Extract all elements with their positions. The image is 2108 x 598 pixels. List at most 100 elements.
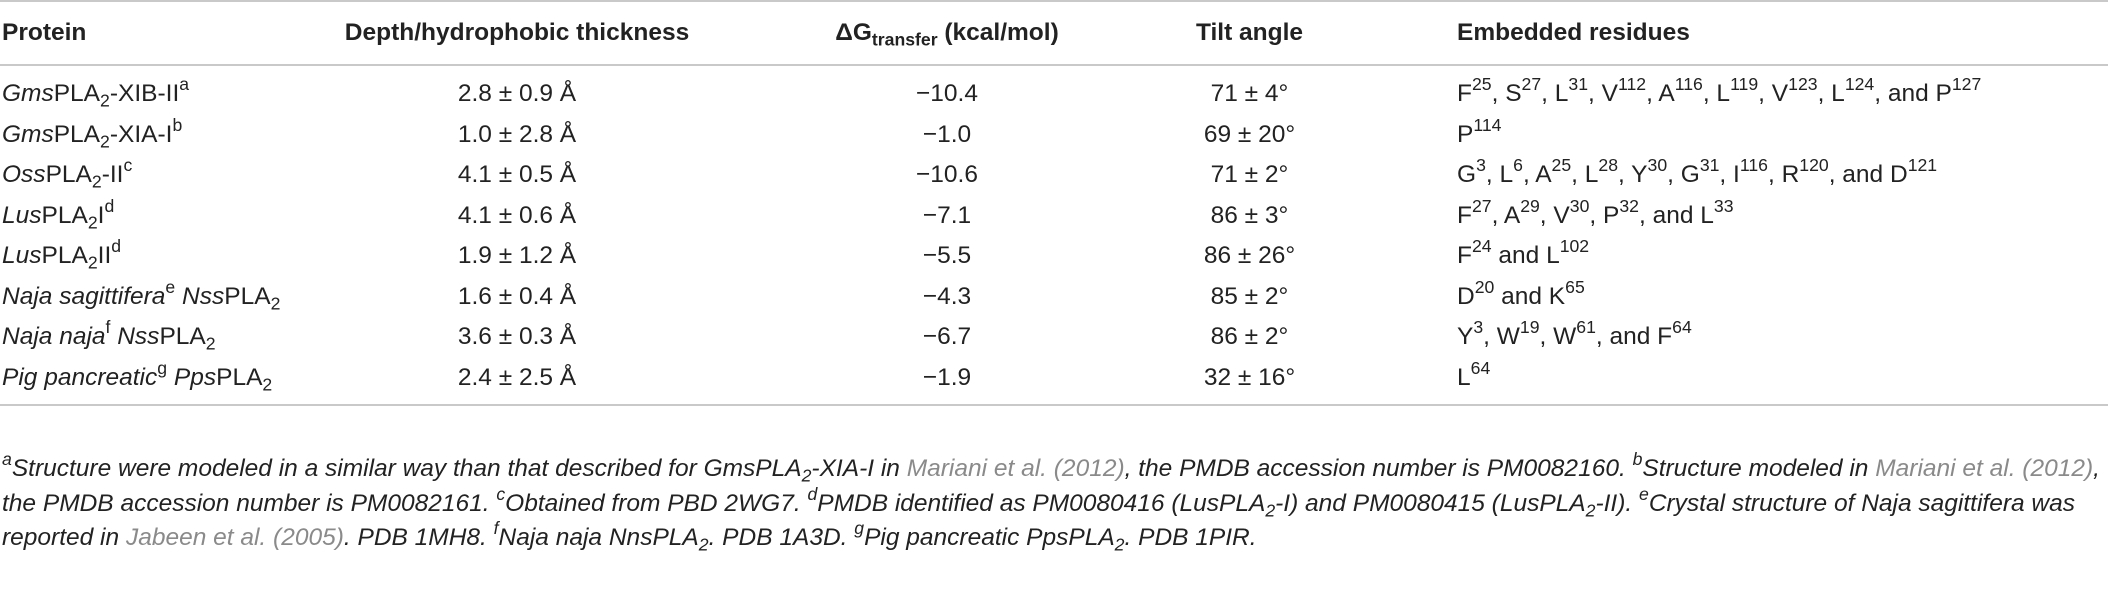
superscript: a bbox=[2, 449, 12, 470]
cell-tilt: 86 ± 3° bbox=[1210, 201, 1289, 229]
superscript: b bbox=[172, 114, 183, 135]
text-segment: , P bbox=[1589, 201, 1620, 229]
cell-depth: 1.0 ± 2.8 Å bbox=[457, 120, 577, 148]
text-segment: and L bbox=[1491, 242, 1560, 270]
subscript: 2 bbox=[87, 252, 98, 273]
table-body: GmsPLA2-XIB-IIa 2.8 ± 0.9 Å −10.4 71 ± 4° F2… bbox=[0, 65, 2108, 406]
cell-protein: Pig pancreaticg PpsPLA2 bbox=[0, 357, 302, 406]
text-segment: Pig pancreatic PpsPLA bbox=[864, 524, 1115, 551]
superscript: 25 bbox=[1551, 155, 1572, 176]
header-tilt: Tilt angle bbox=[1162, 0, 1337, 66]
text-segment: D bbox=[1457, 282, 1475, 310]
header-protein: Protein bbox=[0, 0, 302, 66]
cell-depth: 1.9 ± 1.2 Å bbox=[457, 242, 577, 270]
cell-protein: Naja najaf NssPLA2 bbox=[0, 317, 302, 358]
text-segment: PLA bbox=[224, 282, 271, 310]
header-delta-g-subscript: transfer bbox=[871, 29, 938, 50]
text-segment: G bbox=[1457, 161, 1477, 189]
text-segment: Obtained from PBD 2WG7. bbox=[505, 489, 808, 517]
text-segment: PLA bbox=[41, 201, 88, 229]
text-segment: , V bbox=[1758, 80, 1789, 108]
superscript: g bbox=[854, 518, 865, 539]
cell-residues: D20 and K65 bbox=[1337, 277, 2108, 318]
cell-delta-g: −5.5 bbox=[922, 242, 972, 270]
text-segment: P bbox=[1457, 120, 1474, 148]
text-segment: F bbox=[1457, 201, 1472, 229]
text-segment: , and D bbox=[1828, 161, 1908, 189]
text-segment: PLA bbox=[53, 120, 101, 148]
superscript: 31 bbox=[1699, 155, 1720, 176]
text-segment: . PDB 1MH8. bbox=[343, 524, 494, 551]
text-segment: , L bbox=[1571, 161, 1599, 189]
header-delta-g-unit: (kcal/mol) bbox=[937, 19, 1059, 46]
table-row: LusPLA2IId 1.9 ± 1.2 Å −5.5 86 ± 26° F24 and… bbox=[0, 236, 2108, 277]
text-segment: Lus bbox=[2, 201, 42, 229]
cell-residues: F25, S27, L31, V112, A116, L119, V123, L… bbox=[1337, 65, 2108, 115]
text-segment: -II). bbox=[1595, 489, 1640, 517]
superscript: 31 bbox=[1568, 74, 1589, 95]
text-segment: , the PMDB accession number is PM0082161… bbox=[2, 455, 2100, 517]
text-segment: , Y bbox=[1618, 161, 1648, 189]
text-segment: PLA bbox=[159, 323, 206, 351]
header-row: Protein Depth/hydrophobic thickness ΔGtr… bbox=[0, 0, 2108, 66]
cell-protein: LusPLA2Id bbox=[0, 196, 302, 237]
table-row: GmsPLA2-XIB-IIa 2.8 ± 0.9 Å −10.4 71 ± 4° F2… bbox=[0, 65, 2108, 115]
text-segment: L bbox=[1457, 363, 1471, 391]
superscript: 119 bbox=[1730, 74, 1759, 95]
superscript: 116 bbox=[1674, 74, 1703, 95]
table-row: Pig pancreaticg PpsPLA2 2.4 ± 2.5 Å −1.9 32… bbox=[0, 357, 2108, 406]
text-segment: , A bbox=[1522, 161, 1552, 189]
subscript: 2 bbox=[270, 293, 281, 314]
subscript: 2 bbox=[1265, 499, 1276, 520]
text-segment: PMDB identified as PM0080416 (LusPLA bbox=[817, 489, 1266, 517]
cell-residues: Y3, W19, W61, and F64 bbox=[1337, 317, 2108, 358]
header-residues: Embedded residues bbox=[1337, 0, 2108, 66]
text-segment: , S bbox=[1491, 80, 1522, 108]
subscript: 2 bbox=[100, 131, 110, 152]
superscript: 27 bbox=[1471, 195, 1492, 216]
superscript: 64 bbox=[1470, 357, 1491, 378]
superscript: f bbox=[493, 518, 499, 539]
superscript: 124 bbox=[1844, 74, 1875, 95]
cell-protein: GmsPLA2-XIA-Ib bbox=[0, 115, 302, 156]
cell-tilt: 71 ± 2° bbox=[1210, 161, 1289, 189]
text-segment: , the PMDB accession number is PM0082160… bbox=[1124, 455, 1633, 482]
superscript: 27 bbox=[1521, 74, 1542, 95]
superscript: 102 bbox=[1559, 236, 1590, 257]
cell-tilt: 32 ± 16° bbox=[1162, 357, 1337, 406]
superscript: b bbox=[1632, 449, 1643, 470]
cell-residues: F27, A29, V30, P32, and L33 bbox=[1337, 196, 2108, 237]
cell-protein: LusPLA2IId bbox=[0, 236, 302, 277]
header-delta-g: ΔGtransfer (kcal/mol) bbox=[732, 0, 1162, 66]
text-segment: , L bbox=[1485, 161, 1514, 189]
text-segment: -XIA-I bbox=[109, 120, 173, 148]
table-row: GmsPLA2-XIA-Ib 1.0 ± 2.8 Å −1.0 69 ± 20° P11… bbox=[0, 115, 2108, 156]
table-footnotes: aStructure were modeled in a similar way… bbox=[2, 449, 2102, 556]
text-segment: , A bbox=[1646, 80, 1675, 108]
superscript: 24 bbox=[1471, 236, 1492, 257]
subscript: 2 bbox=[262, 374, 273, 395]
superscript: d bbox=[807, 483, 818, 504]
text-segment bbox=[167, 364, 174, 391]
text-segment: . PDB 1A3D. bbox=[708, 524, 855, 551]
cell-delta-g: −10.6 bbox=[916, 161, 978, 189]
subscript: 2 bbox=[1585, 499, 1596, 520]
subscript: 2 bbox=[205, 333, 216, 354]
text-segment: -XIB-II bbox=[109, 80, 180, 108]
cell-depth: 1.6 ± 0.4 Å bbox=[457, 282, 577, 310]
text-segment: Structure were modeled in a similar way … bbox=[11, 455, 802, 482]
text-segment: F bbox=[1457, 242, 1472, 270]
cell-depth: 3.6 ± 0.3 Å bbox=[457, 323, 577, 351]
reference-link-text: Mariani et al. (2012) bbox=[1875, 455, 2094, 482]
reference-link-text: Jabeen et al. (2005) bbox=[125, 524, 344, 551]
superscript: 64 bbox=[1672, 317, 1692, 338]
cell-protein: OssPLA2-IIc bbox=[0, 155, 302, 196]
text-segment: PLA bbox=[216, 363, 263, 391]
superscript: 29 bbox=[1520, 195, 1540, 216]
text-segment: -XIA-I in bbox=[811, 455, 907, 482]
superscript: d bbox=[111, 236, 122, 257]
text-segment: Naja sagittifera bbox=[2, 282, 166, 310]
cell-tilt: 71 ± 4° bbox=[1210, 80, 1289, 108]
text-segment: , V bbox=[1588, 80, 1618, 108]
superscript: 28 bbox=[1598, 155, 1619, 176]
